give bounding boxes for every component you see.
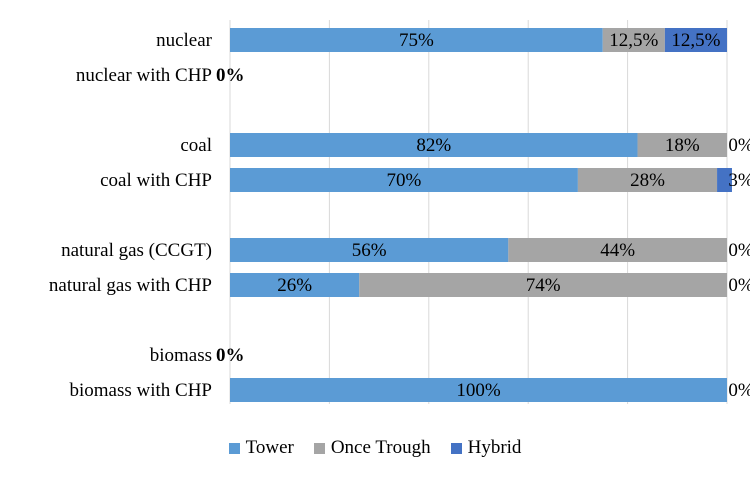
bar-segment <box>577 168 718 192</box>
data-label: 0% <box>728 240 750 261</box>
data-label: 18% <box>665 135 700 156</box>
data-label: 0% <box>216 345 245 366</box>
category-label: coal with CHP <box>100 170 212 191</box>
category-label: nuclear with CHP <box>76 65 212 86</box>
category-label: natural gas (CCGT) <box>61 240 212 261</box>
legend-label-hybrid: Hybrid <box>467 437 522 458</box>
data-label: 12,5% <box>609 30 658 51</box>
category-label: biomass <box>150 345 212 366</box>
bar-segment <box>230 273 360 297</box>
category-label: natural gas with CHP <box>49 275 212 296</box>
data-label: 56% <box>352 240 387 261</box>
data-label: 26% <box>277 275 312 296</box>
bar-segment <box>508 238 727 262</box>
bar-segment <box>230 238 509 262</box>
bar-segment <box>637 133 727 157</box>
data-label: 82% <box>416 135 451 156</box>
data-label: 70% <box>387 170 422 191</box>
data-label: 100% <box>456 380 501 401</box>
data-label: 0% <box>728 135 750 156</box>
data-label: 12,5% <box>671 30 720 51</box>
data-label: 44% <box>600 240 635 261</box>
chart-legend: Tower Once Trough Hybrid <box>0 434 750 462</box>
data-label: 75% <box>399 30 434 51</box>
data-label: 0% <box>728 380 750 401</box>
category-label: biomass with CHP <box>69 380 212 401</box>
data-label: 0% <box>728 275 750 296</box>
bar-segment <box>664 28 727 52</box>
legend-swatch-tower <box>228 442 240 454</box>
bar-segment <box>717 168 732 192</box>
legend-label-tower: Tower <box>245 437 294 458</box>
data-label: 74% <box>526 275 561 296</box>
bar-segment <box>230 133 638 157</box>
data-label: 3% <box>728 170 750 191</box>
legend-swatch-once-trough <box>313 442 325 454</box>
data-label: 0% <box>216 65 245 86</box>
legend-swatch-hybrid <box>450 442 462 454</box>
legend-item-hybrid: Hybrid <box>450 437 522 459</box>
data-label: 28% <box>630 170 665 191</box>
legend-label-once-trough: Once Trough <box>330 437 431 458</box>
legend-item-tower: Tower <box>228 437 294 459</box>
category-label: nuclear <box>156 30 213 51</box>
bar-segment <box>230 378 727 402</box>
legend-item-once-trough: Once Trough <box>313 437 431 459</box>
bar-segment <box>602 28 665 52</box>
category-label: coal <box>180 135 212 156</box>
bar-segment <box>359 273 727 297</box>
bar-segment <box>230 28 603 52</box>
bar-segment <box>230 168 578 192</box>
